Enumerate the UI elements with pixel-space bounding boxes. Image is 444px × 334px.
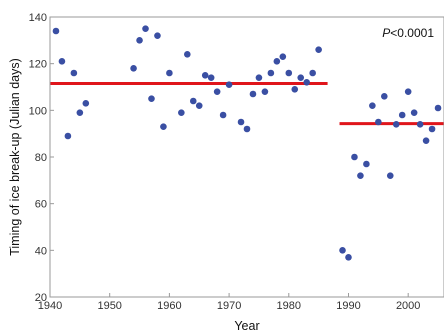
data-point xyxy=(297,74,305,81)
data-point xyxy=(178,109,185,116)
data-point xyxy=(184,51,191,58)
y-tick-label: 120 xyxy=(29,59,47,71)
data-point xyxy=(309,69,316,77)
data-point xyxy=(267,69,275,77)
data-point xyxy=(82,100,90,107)
y-tick-label: 80 xyxy=(35,152,47,164)
data-point xyxy=(160,123,167,130)
x-tick-label: 1990 xyxy=(336,300,360,312)
data-point xyxy=(291,86,299,93)
data-point xyxy=(381,93,388,100)
data-point xyxy=(345,254,352,261)
x-tick-label: 1960 xyxy=(157,300,181,312)
x-tick-label: 1950 xyxy=(97,300,121,312)
data-point xyxy=(64,132,72,140)
data-point xyxy=(428,125,436,133)
data-point xyxy=(404,88,412,95)
data-point xyxy=(303,79,310,86)
y-axis-title: Timing of ice break-up (Julian days) xyxy=(8,58,22,256)
data-point xyxy=(237,118,245,126)
x-axis-title: Year xyxy=(234,319,259,333)
annotation-p: P xyxy=(382,26,390,40)
y-tick-label: 100 xyxy=(29,105,47,117)
data-point xyxy=(351,153,358,161)
data-point xyxy=(154,32,161,39)
data-point xyxy=(398,111,406,119)
x-tick-label: 1970 xyxy=(217,300,241,312)
data-point xyxy=(357,172,364,179)
data-point xyxy=(195,102,203,109)
data-point xyxy=(189,97,197,105)
data-point xyxy=(279,53,287,60)
data-point xyxy=(201,72,209,79)
data-point xyxy=(219,111,227,119)
data-point xyxy=(416,121,424,128)
data-point xyxy=(315,46,322,53)
data-point xyxy=(213,88,221,95)
annotation-value: <0.0001 xyxy=(390,26,434,40)
data-point xyxy=(285,69,293,77)
data-point xyxy=(76,109,84,116)
data-point xyxy=(369,102,376,109)
data-point xyxy=(273,58,281,65)
data-point xyxy=(386,172,394,179)
data-point xyxy=(58,58,66,65)
data-point xyxy=(136,37,143,44)
data-point xyxy=(243,125,251,133)
data-point xyxy=(434,104,442,112)
x-tick-label: 1940 xyxy=(38,300,62,312)
data-point xyxy=(130,65,137,72)
data-point xyxy=(207,74,215,81)
data-point xyxy=(255,74,263,81)
data-point xyxy=(249,90,257,98)
data-point xyxy=(148,95,155,102)
plot-frame xyxy=(49,16,444,298)
y-tick-label: 140 xyxy=(29,12,47,24)
x-tick-label: 1980 xyxy=(277,300,301,312)
data-point xyxy=(142,25,149,32)
data-point xyxy=(166,69,173,77)
significance-annotation: P<0.0001 xyxy=(382,26,434,40)
data-point xyxy=(375,118,382,126)
data-point xyxy=(392,121,400,128)
data-point xyxy=(70,69,78,77)
data-point xyxy=(261,88,269,95)
data-point xyxy=(339,247,346,254)
data-point xyxy=(52,27,60,35)
data-point xyxy=(363,160,370,168)
data-point xyxy=(422,137,430,144)
data-point xyxy=(410,109,418,116)
y-tick-label: 60 xyxy=(35,199,47,211)
y-tick-label: 40 xyxy=(35,245,47,257)
data-point xyxy=(225,81,233,88)
x-tick-label: 2000 xyxy=(396,300,420,312)
y-tick-label: 20 xyxy=(35,292,47,304)
